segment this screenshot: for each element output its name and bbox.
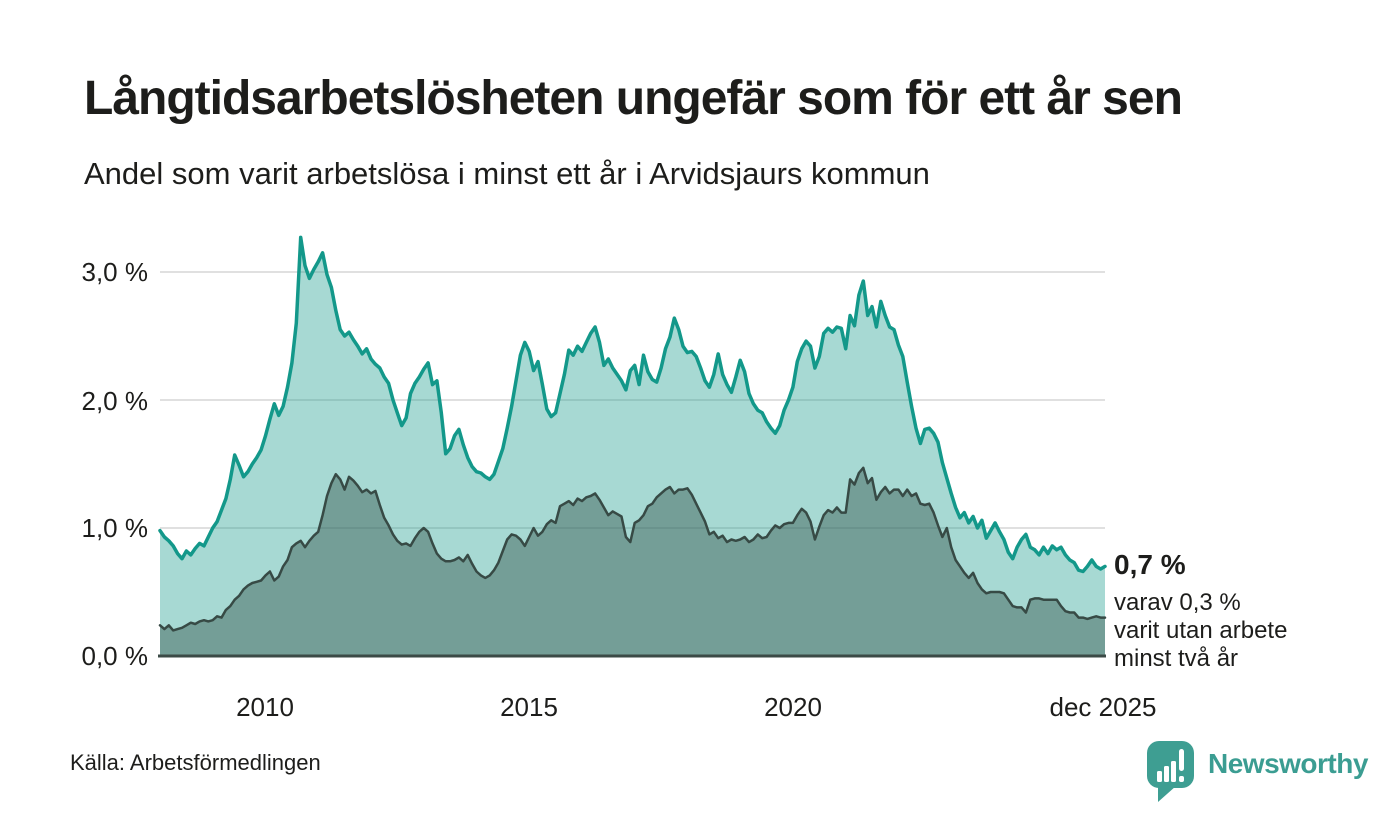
y-tick-2: 2,0 % bbox=[81, 386, 149, 416]
x-tick-dec-2025: dec 2025 bbox=[1049, 692, 1157, 722]
y-tick-3: 3,0 % bbox=[81, 257, 149, 287]
y-tick-1: 1,0 % bbox=[81, 513, 149, 543]
x-tick-2010: 2010 bbox=[236, 692, 294, 722]
line-min-one-year bbox=[158, 235, 1107, 574]
x-tick-2020: 2020 bbox=[764, 692, 822, 722]
x-tick-2015: 2015 bbox=[500, 692, 558, 722]
newsworthy-brand: Newsworthy bbox=[1146, 740, 1368, 804]
chart-subtitle: Andel som varit arbetslösa i minst ett å… bbox=[84, 156, 930, 191]
annotation-line-3: minst två år bbox=[1114, 645, 1239, 672]
latest-twoyear-value: varav 0,3 % bbox=[1114, 589, 1241, 616]
latest-total-value: 0,7 % bbox=[1114, 549, 1186, 580]
y-tick-0: 0,0 % bbox=[81, 641, 149, 671]
latest-value-annotation: 0,7 % varav 0,3 % varit utan arbete mins… bbox=[1114, 549, 1384, 673]
line-min-two-years bbox=[158, 466, 1107, 632]
brand-wordmark: Newsworthy bbox=[1208, 748, 1368, 779]
newsworthy-logo-icon bbox=[1147, 741, 1194, 802]
page-title: Långtidsarbetslösheten ungefär som för e… bbox=[84, 72, 1183, 125]
source-note: Källa: Arbetsförmedlingen bbox=[70, 750, 321, 775]
area-min-one-year bbox=[160, 237, 1105, 656]
annotation-line-2: varit utan arbete bbox=[1114, 617, 1288, 644]
area-min-two-years bbox=[160, 467, 1105, 656]
